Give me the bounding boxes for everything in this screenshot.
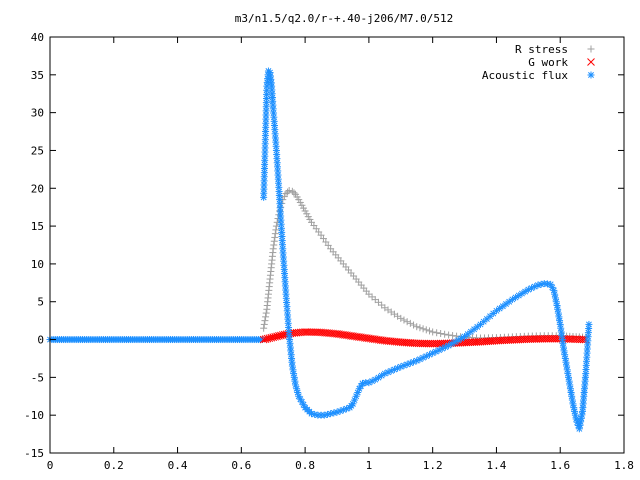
r-stress-point bbox=[422, 326, 430, 334]
acoustic-flux-point bbox=[354, 388, 362, 396]
legend-label: R stress bbox=[515, 43, 568, 56]
r-stress-point bbox=[290, 189, 298, 197]
r-stress-point bbox=[437, 329, 445, 337]
acoustic-flux-point bbox=[585, 320, 593, 328]
plot-area bbox=[46, 67, 593, 433]
r-stress-point bbox=[262, 313, 270, 321]
acoustic-flux-point bbox=[568, 392, 576, 400]
acoustic-flux-point bbox=[270, 121, 278, 129]
acoustic-flux-point bbox=[260, 165, 268, 173]
legend-marker-g-work bbox=[587, 58, 595, 66]
acoustic-flux-point bbox=[290, 373, 298, 381]
acoustic-flux-point bbox=[277, 220, 285, 228]
acoustic-flux-point bbox=[583, 345, 591, 353]
r-stress-point bbox=[262, 309, 270, 317]
series-acoustic-flux bbox=[260, 67, 593, 433]
chart-title: m3/n1.5/q2.0/r-+.40-j206/M7.0/512 bbox=[235, 12, 454, 25]
x-tick-label: 0.6 bbox=[231, 459, 251, 472]
x-tick-label: 0.8 bbox=[295, 459, 315, 472]
r-stress-point bbox=[433, 329, 441, 337]
acoustic-flux-point bbox=[566, 381, 574, 389]
y-tick-label: 20 bbox=[31, 182, 44, 195]
r-stress-point bbox=[400, 316, 408, 324]
x-tick-label: 0.4 bbox=[168, 459, 188, 472]
r-stress-point bbox=[271, 233, 279, 241]
x-tick-label: 1.6 bbox=[550, 459, 570, 472]
r-stress-point bbox=[284, 188, 292, 196]
acoustic-flux-point bbox=[561, 351, 569, 359]
r-stress-point bbox=[413, 323, 421, 331]
r-stress-point bbox=[304, 213, 312, 221]
r-stress-point bbox=[306, 215, 314, 223]
r-stress-point bbox=[425, 327, 433, 335]
r-stress-point bbox=[429, 328, 437, 336]
y-tick-label: 40 bbox=[31, 31, 44, 44]
r-stress-point bbox=[298, 201, 306, 209]
legend-label: Acoustic flux bbox=[482, 69, 568, 82]
r-stress-point bbox=[269, 245, 277, 253]
y-tick-label: -5 bbox=[31, 371, 44, 384]
acoustic-flux-point bbox=[397, 363, 405, 371]
r-stress-point bbox=[270, 241, 278, 249]
y-tick-label: 25 bbox=[31, 144, 44, 157]
x-tick-label: 1.2 bbox=[423, 459, 443, 472]
r-stress-point bbox=[272, 226, 280, 234]
acoustic-flux-point bbox=[561, 354, 569, 362]
r-stress-point bbox=[406, 319, 414, 327]
x-tick-label: 1.8 bbox=[614, 459, 634, 472]
acoustic-flux-point bbox=[563, 362, 571, 370]
r-stress-point bbox=[260, 320, 268, 328]
r-stress-point bbox=[445, 331, 453, 339]
x-tick-label: 0.2 bbox=[104, 459, 124, 472]
y-tick-label: -15 bbox=[24, 447, 44, 460]
r-stress-point bbox=[449, 332, 457, 340]
acoustic-flux-point bbox=[567, 388, 575, 396]
r-stress-point bbox=[303, 210, 311, 218]
y-tick-label: 10 bbox=[31, 258, 44, 271]
r-stress-point bbox=[282, 190, 290, 198]
r-stress-point bbox=[301, 207, 309, 215]
acoustic-flux-point bbox=[276, 204, 284, 212]
r-stress-point bbox=[419, 325, 427, 333]
r-stress-point bbox=[285, 187, 293, 195]
acoustic-flux-point bbox=[260, 169, 268, 177]
plot-frame bbox=[49, 36, 625, 454]
r-stress-point bbox=[270, 237, 278, 245]
r-stress-point bbox=[397, 314, 405, 322]
r-stress-point bbox=[288, 187, 296, 195]
x-tick-label: 1.4 bbox=[487, 459, 507, 472]
x-tick-label: 1 bbox=[366, 459, 373, 472]
legend-label: G work bbox=[528, 56, 568, 69]
r-stress-point bbox=[295, 196, 303, 204]
r-stress-point bbox=[296, 198, 304, 206]
legend-marker-acoustic-flux bbox=[587, 71, 595, 79]
axis-ticks: 0 0.2 0.4 0.6 0.8 1 1.2 1.4 1.6 1.8 -15 -10 -5 0 5 10 15… bbox=[24, 31, 634, 472]
y-tick-label: 5 bbox=[37, 296, 44, 309]
r-stress-point bbox=[271, 230, 279, 238]
r-stress-point bbox=[300, 204, 308, 212]
y-tick-label: 35 bbox=[31, 69, 44, 82]
legend-marker-r-stress bbox=[587, 45, 595, 53]
y-tick-label: -10 bbox=[24, 409, 44, 422]
y-tick-label: 30 bbox=[31, 107, 44, 120]
r-stress-point bbox=[416, 324, 424, 332]
series-r-stress bbox=[260, 187, 590, 342]
r-stress-point bbox=[280, 193, 288, 201]
y-tick-label: 0 bbox=[37, 334, 44, 347]
acoustic-flux-point bbox=[294, 388, 302, 396]
acoustic-flux-point bbox=[584, 333, 592, 341]
series-g-work bbox=[259, 328, 590, 348]
acoustic-flux-point bbox=[559, 343, 567, 351]
r-stress-point bbox=[261, 317, 269, 325]
y-tick-label: 15 bbox=[31, 220, 44, 233]
r-stress-point bbox=[260, 324, 268, 332]
x-tick-label: 0 bbox=[47, 459, 54, 472]
acoustic-flux-point bbox=[343, 405, 351, 413]
r-stress-point bbox=[441, 330, 449, 338]
r-stress-point bbox=[403, 318, 411, 326]
r-stress-point bbox=[410, 321, 418, 329]
